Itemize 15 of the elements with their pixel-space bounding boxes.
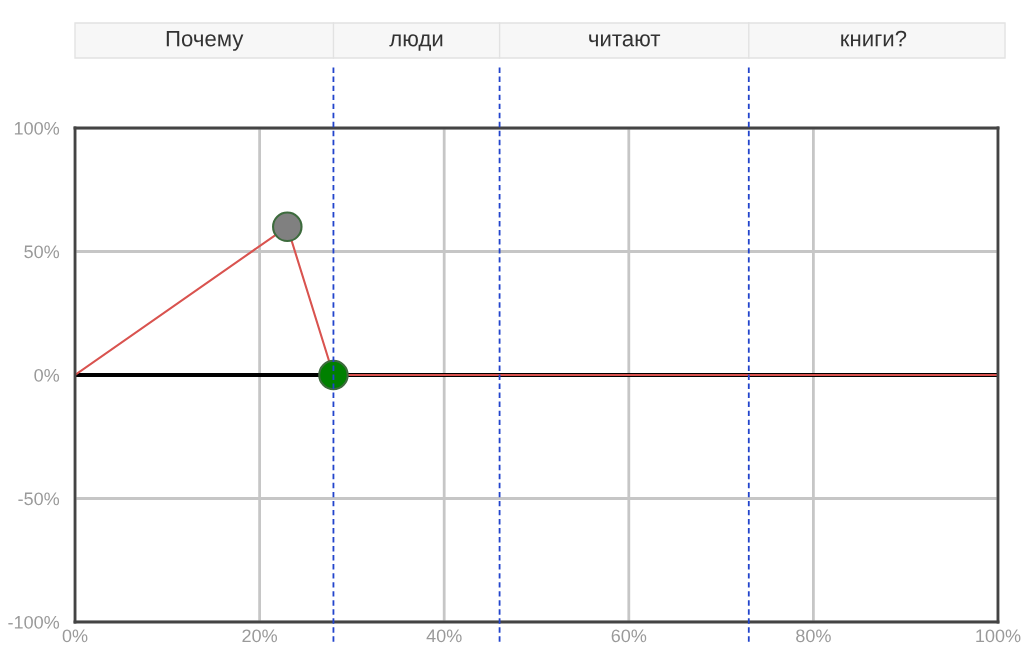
x-tick-label: 80% <box>796 629 831 643</box>
y-tick-label: -50% <box>18 492 60 506</box>
y-tick-label: -100% <box>8 615 60 629</box>
y-tick-label: 100% <box>14 121 60 135</box>
x-tick-label: 40% <box>426 629 462 643</box>
x-tick-label: 60% <box>611 629 647 643</box>
y-tick-label: 0% <box>34 368 60 382</box>
text: читают <box>589 34 661 47</box>
text: Почему <box>166 30 244 51</box>
x-tick-label: 20% <box>242 629 278 643</box>
x-tick-label: 0% <box>62 629 88 643</box>
x-tick-label: 100% <box>976 629 1021 643</box>
text: книги? <box>841 30 907 47</box>
y-tick-label: 50% <box>24 245 60 259</box>
text: люди <box>389 34 443 51</box>
